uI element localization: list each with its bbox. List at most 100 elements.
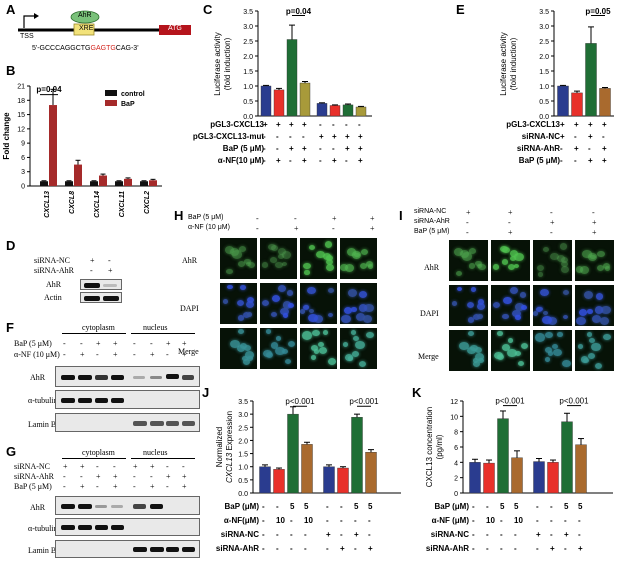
- y-tick-label: 0.0: [238, 491, 248, 498]
- if-micrograph: [449, 240, 488, 281]
- y-tick-label: 3: [21, 169, 25, 176]
- if-cell-nucleus: [594, 306, 604, 314]
- if-cell-nucleus: [519, 292, 527, 298]
- y-tick-label: 1.5: [539, 69, 549, 76]
- bar: [140, 181, 148, 186]
- if-cell-nucleus: [247, 261, 255, 269]
- bar: [547, 462, 559, 494]
- xre-label: XRE: [79, 25, 94, 32]
- if-cell-nucleus: [595, 293, 604, 300]
- k-row-value: +: [536, 530, 541, 539]
- c-row-value: -: [263, 132, 266, 141]
- bar: [316, 103, 328, 117]
- c-row-value: +: [319, 132, 324, 141]
- if-cell-nucleus: [551, 344, 558, 350]
- j-row-value: 10: [276, 516, 285, 525]
- bar: [40, 181, 48, 186]
- if-cell-nucleus: [591, 315, 601, 324]
- y-tick-label: 12: [17, 126, 25, 133]
- y-tick-label: 10: [450, 414, 458, 421]
- if-cell-nucleus: [595, 362, 603, 369]
- bar: [533, 461, 545, 494]
- panel-j-chart: 0.0 0.5 1.0 1.5 2.0 2.5 3.0 3.5 NormalizedCXCL13…: [215, 397, 401, 498]
- if-cell-nucleus: [301, 331, 312, 340]
- e-row-label: BaP (5 μM): [518, 156, 560, 165]
- y-tick-label: 0.5: [243, 99, 253, 106]
- j-row-value: +: [368, 544, 373, 553]
- if-cell-nucleus: [467, 317, 475, 323]
- if-cell-nucleus: [309, 244, 316, 250]
- if-cell-nucleus: [537, 272, 543, 277]
- if-cell-nucleus: [544, 357, 551, 362]
- if-cell-nucleus: [553, 348, 562, 357]
- f-row-bap: BaP (5 μM): [14, 339, 52, 348]
- e-row-value: +: [588, 156, 593, 165]
- if-micrograph: [220, 328, 257, 369]
- if-cell-nucleus: [515, 315, 521, 320]
- j-row-value: -: [262, 516, 265, 525]
- c-row-value: -: [358, 120, 361, 129]
- c-row-value: -: [289, 132, 292, 141]
- if-cell-nucleus: [270, 312, 277, 318]
- panel-label-a: A: [6, 2, 16, 17]
- panel-label-d: D: [6, 238, 16, 253]
- if-cell-nucleus: [514, 263, 520, 269]
- x-tick-label: CXCL8: [69, 191, 76, 214]
- c-row-value: +: [358, 156, 363, 165]
- if-cell-nucleus: [520, 343, 528, 350]
- e-row-label: siRNA-NC: [521, 132, 560, 141]
- k-row-value: -: [536, 516, 539, 525]
- i-row-sirna-ahr: siRNA-AhR: [414, 218, 450, 225]
- if-cell-nucleus: [501, 259, 509, 266]
- if-cell-nucleus: [599, 317, 609, 325]
- c-row-value: +: [358, 144, 363, 153]
- bar: [469, 462, 481, 494]
- if-cell-nucleus: [344, 264, 354, 272]
- e-row-value: +: [602, 120, 607, 129]
- if-cell-nucleus: [327, 358, 337, 366]
- j-row-label: α-NF(μM): [223, 516, 259, 525]
- y-axis-label-1: CXCL13 concentration: [425, 407, 434, 488]
- panel-label-k: K: [412, 385, 422, 400]
- f-value: +: [166, 339, 171, 348]
- if-cell-nucleus: [576, 317, 586, 326]
- y-tick-label: 0.0: [539, 114, 549, 121]
- if-cell-nucleus: [560, 266, 569, 274]
- if-cell-nucleus: [459, 341, 470, 350]
- bar: [260, 85, 272, 117]
- if-cell-nucleus: [363, 315, 373, 323]
- if-cell-nucleus: [222, 299, 228, 304]
- if-cell-nucleus: [315, 250, 326, 259]
- i-row-sirna-nc: siRNA-NC: [414, 208, 447, 215]
- j-row-value: -: [290, 544, 293, 553]
- g-blot-laminb: [55, 540, 200, 558]
- if-cell-nucleus: [536, 264, 544, 271]
- i-value: +: [508, 208, 513, 217]
- if-cell-nucleus: [311, 345, 318, 351]
- k-row-value: -: [514, 544, 517, 553]
- bar: [115, 181, 123, 186]
- f-blot-tubulin: [55, 390, 200, 409]
- if-cell-nucleus: [557, 331, 563, 337]
- k-row-value: -: [536, 544, 539, 553]
- if-cell-nucleus: [265, 329, 272, 335]
- j-row-value: -: [368, 516, 371, 525]
- bar: [149, 180, 157, 186]
- i-value: -: [466, 218, 469, 227]
- g-value: +: [113, 482, 118, 491]
- if-cell-nucleus: [281, 251, 292, 260]
- i-value: +: [592, 218, 597, 227]
- f-value: +: [80, 350, 85, 359]
- if-cell-nucleus: [324, 241, 333, 248]
- if-cell-nucleus: [239, 246, 246, 253]
- f-nucleus-label: nucleus: [143, 323, 168, 332]
- seq-core: GAGTG: [90, 45, 116, 52]
- i-value: +: [466, 208, 471, 217]
- if-cell-nucleus: [587, 309, 593, 314]
- bar: [90, 181, 98, 186]
- significance-label: p=0.05: [585, 7, 611, 16]
- if-micrograph: [575, 240, 614, 281]
- if-cell-nucleus: [313, 314, 323, 323]
- if-cell-nucleus: [227, 284, 233, 290]
- if-cell-nucleus: [359, 291, 367, 298]
